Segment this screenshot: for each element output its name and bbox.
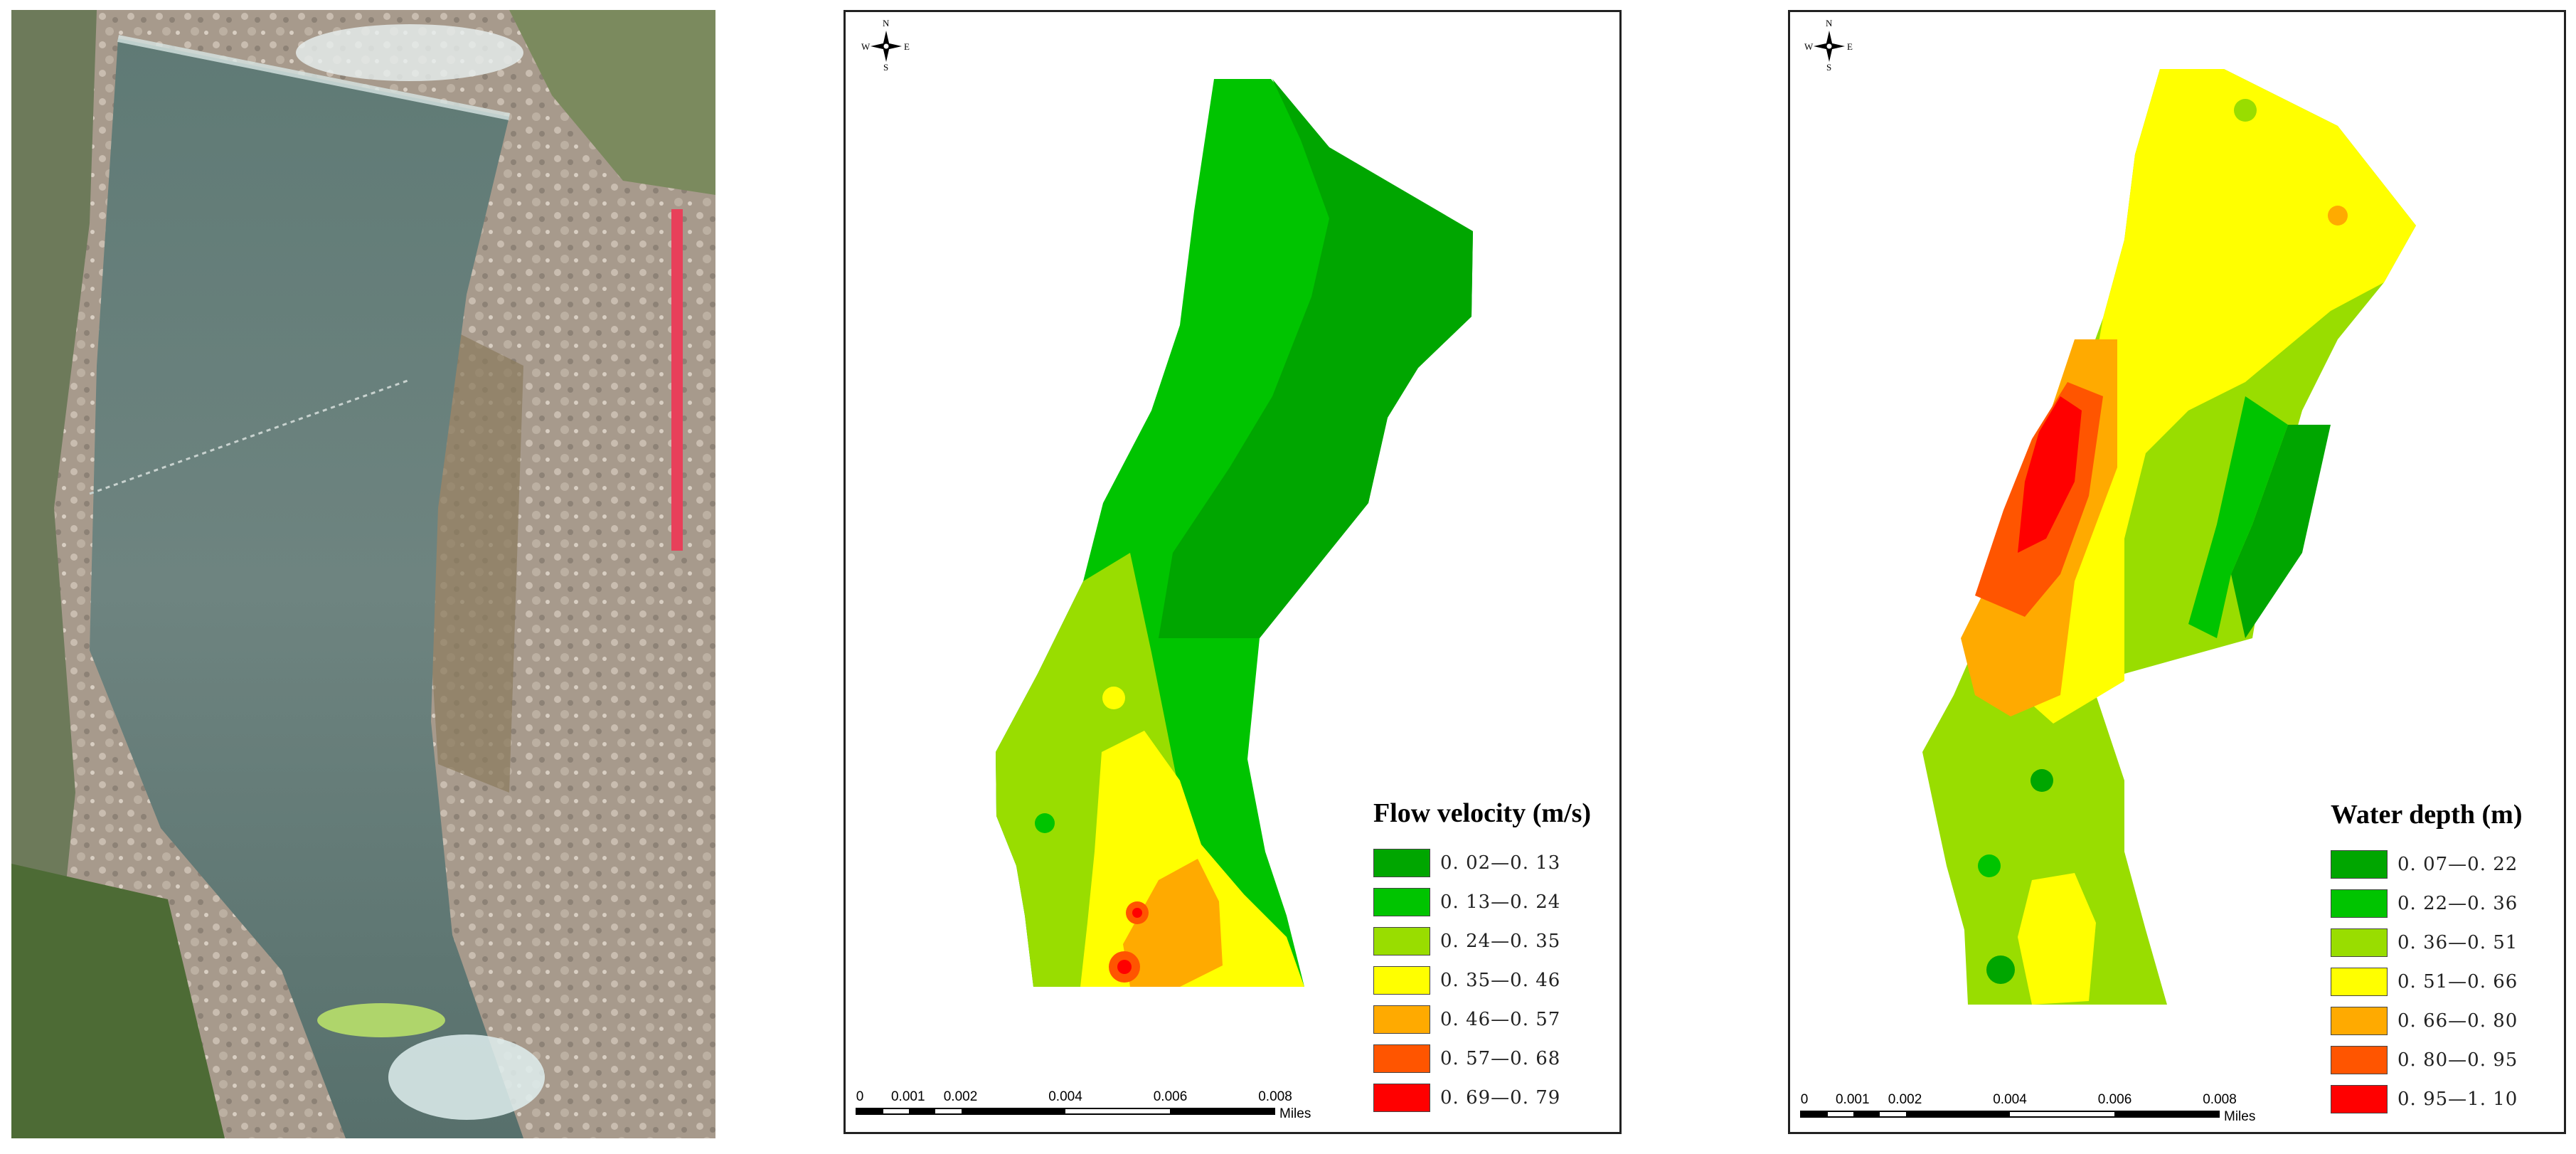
legend-entry: 0. 69—0. 79 bbox=[1373, 1078, 1591, 1117]
scale-bar-segment bbox=[1801, 1112, 1828, 1116]
scale-bar-graphic bbox=[856, 1108, 1275, 1115]
compass-west-label: W bbox=[861, 41, 871, 52]
legend-swatch bbox=[1373, 965, 1430, 995]
legend-title: Flow velocity (m/s) bbox=[1373, 798, 1592, 828]
legend-entry: 0. 66—0. 80 bbox=[2331, 1001, 2523, 1040]
legend-label: 0. 02—0. 13 bbox=[1440, 852, 1561, 874]
scale-bar-segment bbox=[1853, 1112, 1880, 1116]
scale-bar-segment bbox=[883, 1109, 910, 1113]
legend-swatch bbox=[2331, 928, 2388, 957]
legend-label: 0. 13—0. 24 bbox=[1440, 891, 1561, 913]
scale-tick-label: 0.002 bbox=[943, 1089, 978, 1104]
legend-entry: 0. 46—0. 57 bbox=[1373, 1000, 1591, 1039]
scale-tick-label: 0 bbox=[856, 1089, 864, 1104]
water-depth-map-panel: N S W E Water depth (m) 0. 07—0. 22 0. 22… bbox=[1788, 10, 2566, 1134]
scale-tick-label: 0.001 bbox=[890, 1089, 925, 1104]
legend-label: 0. 66—0. 80 bbox=[2397, 1010, 2518, 1032]
legend-label: 0. 51—0. 66 bbox=[2397, 970, 2518, 992]
scale-tick-label: 0.001 bbox=[1835, 1092, 1870, 1107]
scale-tick-label: 0.004 bbox=[1048, 1089, 1082, 1104]
water-depth-legend: Water depth (m) 0. 07—0. 22 0. 22—0. 36 0.… bbox=[2331, 799, 2523, 1118]
scale-tick-label: 0 bbox=[1800, 1092, 1809, 1107]
legend-entry: 0. 57—0. 68 bbox=[1373, 1039, 1591, 1078]
legend-label: 0. 35—0. 46 bbox=[1440, 969, 1561, 991]
scale-tick-label: 0.002 bbox=[1888, 1092, 1922, 1107]
legend-title: Water depth (m) bbox=[2331, 800, 2523, 830]
scale-bar: 0 0.001 0.002 0.004 0.006 0.008 Miles bbox=[856, 1089, 1318, 1121]
flow-velocity-map-panel: N S W E Flow velocity (m/s) 0. 02—0. 13 0… bbox=[843, 10, 1622, 1134]
legend-entry: 0. 22—0. 36 bbox=[2331, 884, 2523, 923]
legend-swatch bbox=[2331, 967, 2388, 996]
flow-velocity-legend: Flow velocity (m/s) 0. 02—0. 13 0. 13—0. … bbox=[1373, 798, 1591, 1117]
legend-label: 0. 57—0. 68 bbox=[1440, 1047, 1561, 1069]
scale-bar: 0 0.001 0.002 0.004 0.006 0.008 Miles bbox=[1800, 1092, 2262, 1124]
scale-tick-label: 0.008 bbox=[1258, 1089, 1292, 1104]
scale-bar-segment bbox=[1879, 1112, 1906, 1116]
scale-tick-label: 0.006 bbox=[2097, 1092, 2132, 1107]
legend-entry: 0. 95—1. 10 bbox=[2331, 1079, 2523, 1118]
north-arrow: N S W E bbox=[861, 18, 911, 82]
legend-entry: 0. 80—0. 95 bbox=[2331, 1040, 2523, 1079]
legend-entry: 0. 51—0. 66 bbox=[2331, 962, 2523, 1001]
legend-entry: 0. 13—0. 24 bbox=[1373, 882, 1591, 921]
legend-swatch bbox=[2331, 1006, 2388, 1035]
scale-bar-graphic bbox=[1800, 1111, 2220, 1118]
legend-swatch bbox=[2331, 1045, 2388, 1074]
scale-bar-segment bbox=[2114, 1112, 2218, 1116]
scale-bar-segment bbox=[961, 1109, 1065, 1113]
legend-label: 0. 80—0. 95 bbox=[2397, 1049, 2518, 1071]
legend-swatch bbox=[1373, 1044, 1430, 1073]
scale-unit-label: Miles bbox=[2224, 1109, 2256, 1124]
legend-swatch bbox=[1373, 848, 1430, 877]
legend-entry: 0. 36—0. 51 bbox=[2331, 923, 2523, 962]
legend-swatch bbox=[1373, 1083, 1430, 1112]
scale-bar-segment bbox=[909, 1109, 935, 1113]
scale-tick-label: 0.004 bbox=[1993, 1092, 2027, 1107]
scale-bar-segment bbox=[1169, 1109, 1274, 1113]
legend-entry: 0. 35—0. 46 bbox=[1373, 960, 1591, 1000]
legend-label: 0. 22—0. 36 bbox=[2397, 892, 2518, 914]
scale-bar-segment bbox=[1065, 1109, 1170, 1113]
scale-bar-segment bbox=[857, 1109, 883, 1113]
legend-label: 0. 46—0. 57 bbox=[1440, 1008, 1561, 1030]
compass-south-label: S bbox=[1826, 62, 1832, 73]
scale-bar-segment bbox=[1905, 1112, 2010, 1116]
legend-swatch bbox=[1373, 887, 1430, 916]
legend-swatch bbox=[1373, 1005, 1430, 1034]
legend-label: 0. 69—0. 79 bbox=[1440, 1086, 1561, 1108]
compass-east-label: E bbox=[1847, 41, 1853, 52]
legend-label: 0. 95—1. 10 bbox=[2397, 1088, 2518, 1110]
legend-swatch bbox=[1373, 926, 1430, 956]
compass-north-label: N bbox=[1826, 18, 1833, 28]
legend-swatch bbox=[2331, 889, 2388, 918]
legend-entries: 0. 07—0. 22 0. 22—0. 36 0. 36—0. 51 0. 51—0… bbox=[2331, 845, 2523, 1118]
legend-label: 0. 24—0. 35 bbox=[1440, 930, 1561, 952]
scale-bar-segment bbox=[1827, 1112, 1854, 1116]
compass-west-label: W bbox=[1804, 41, 1814, 52]
legend-entry: 0. 07—0. 22 bbox=[2331, 845, 2523, 884]
scale-unit-label: Miles bbox=[1279, 1106, 1311, 1121]
legend-swatch bbox=[2331, 1084, 2388, 1113]
flow-velocity-map bbox=[996, 79, 1473, 987]
legend-entries: 0. 02—0. 13 0. 13—0. 24 0. 24—0. 35 0. 35—0… bbox=[1373, 843, 1591, 1117]
scale-bar-segment bbox=[935, 1109, 962, 1113]
legend-entry: 0. 02—0. 13 bbox=[1373, 843, 1591, 882]
compass-east-label: E bbox=[904, 41, 910, 52]
compass-south-label: S bbox=[883, 62, 889, 73]
legend-swatch bbox=[2331, 849, 2388, 879]
scale-tick-label: 0.006 bbox=[1153, 1089, 1188, 1104]
scale-bar-segment bbox=[2010, 1112, 2114, 1116]
north-arrow: N S W E bbox=[1804, 18, 1854, 82]
legend-label: 0. 07—0. 22 bbox=[2397, 853, 2518, 875]
compass-north-label: N bbox=[883, 18, 890, 28]
legend-label: 0. 36—0. 51 bbox=[2397, 931, 2518, 953]
scale-tick-label: 0.008 bbox=[2203, 1092, 2237, 1107]
legend-entry: 0. 24—0. 35 bbox=[1373, 921, 1591, 960]
water-depth-map bbox=[1922, 69, 2416, 1005]
aerial-photo bbox=[11, 10, 715, 1138]
